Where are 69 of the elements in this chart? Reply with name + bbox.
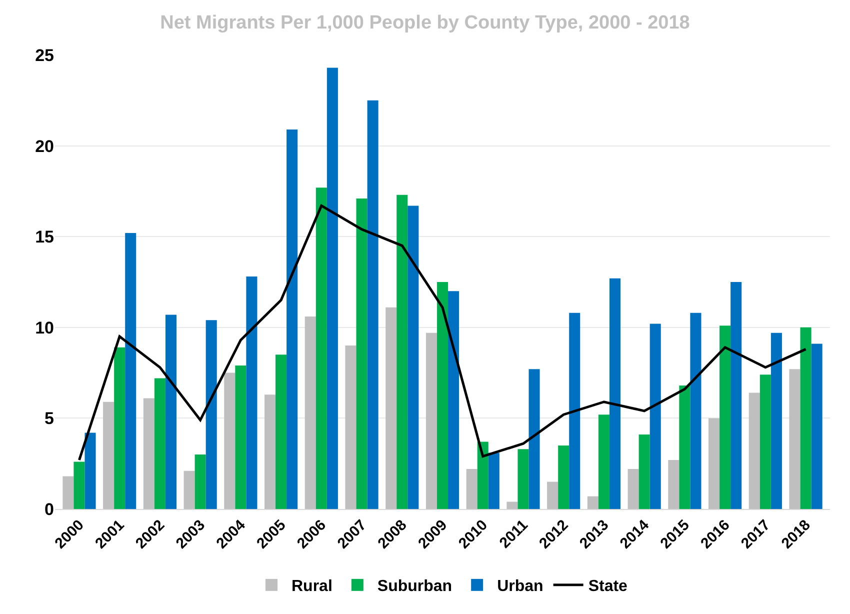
legend-label: Urban xyxy=(497,578,544,596)
bar xyxy=(800,327,812,509)
y-tick-label: 10 xyxy=(35,318,54,338)
bar xyxy=(720,326,731,509)
bar xyxy=(194,454,206,509)
bar xyxy=(184,470,195,509)
y-tick-label: 25 xyxy=(35,46,54,65)
legend-label: Rural xyxy=(292,578,332,596)
bar xyxy=(84,432,96,509)
bar xyxy=(811,344,822,509)
bar xyxy=(316,188,327,509)
bar xyxy=(426,332,437,509)
y-tick-label: 5 xyxy=(44,409,54,428)
bar xyxy=(356,198,368,509)
bar xyxy=(286,129,298,509)
bar xyxy=(224,372,236,509)
y-tick-label: 15 xyxy=(35,228,54,247)
legend-label: Suburban xyxy=(377,578,452,596)
bar xyxy=(506,502,518,509)
bar xyxy=(748,392,760,509)
bar xyxy=(528,369,540,509)
bar xyxy=(396,194,408,509)
bar xyxy=(760,374,771,509)
bar xyxy=(304,316,316,509)
bar xyxy=(638,434,650,509)
bar xyxy=(730,282,742,509)
bar xyxy=(668,460,680,509)
bar xyxy=(114,347,126,509)
bar xyxy=(74,462,85,509)
bar xyxy=(436,282,448,509)
bar xyxy=(235,366,246,509)
bar xyxy=(679,386,690,509)
bar xyxy=(154,378,166,509)
bar xyxy=(165,314,176,509)
bar xyxy=(125,232,136,509)
bar xyxy=(789,369,800,509)
bar xyxy=(477,442,488,509)
bar xyxy=(206,320,217,509)
bar xyxy=(569,312,580,509)
y-tick-label: 20 xyxy=(35,136,54,156)
bar xyxy=(408,206,419,509)
bar xyxy=(547,482,558,509)
bar xyxy=(609,278,621,509)
bar xyxy=(103,402,114,509)
bar xyxy=(246,276,258,509)
bar xyxy=(345,346,356,509)
bar xyxy=(488,452,500,509)
bar xyxy=(628,469,639,509)
bar xyxy=(518,449,529,509)
bar xyxy=(598,414,610,509)
bar xyxy=(770,332,782,509)
bar xyxy=(448,291,460,509)
y-tick-label: 0 xyxy=(44,500,54,519)
bar xyxy=(326,68,338,509)
bar xyxy=(708,418,720,509)
bar xyxy=(587,496,598,509)
bar xyxy=(143,398,154,509)
line-series xyxy=(78,204,808,462)
bar xyxy=(558,445,570,509)
chart-title: Net Migrants Per 1,000 People by County Type, 2000 - 2018 xyxy=(160,12,690,34)
legend-label: State xyxy=(588,578,628,596)
bar xyxy=(690,312,702,509)
bar xyxy=(62,476,74,509)
bar xyxy=(276,354,287,509)
bar xyxy=(367,100,378,509)
bar xyxy=(264,394,276,509)
bar xyxy=(650,324,661,509)
bar xyxy=(386,307,397,509)
bar xyxy=(466,469,478,509)
